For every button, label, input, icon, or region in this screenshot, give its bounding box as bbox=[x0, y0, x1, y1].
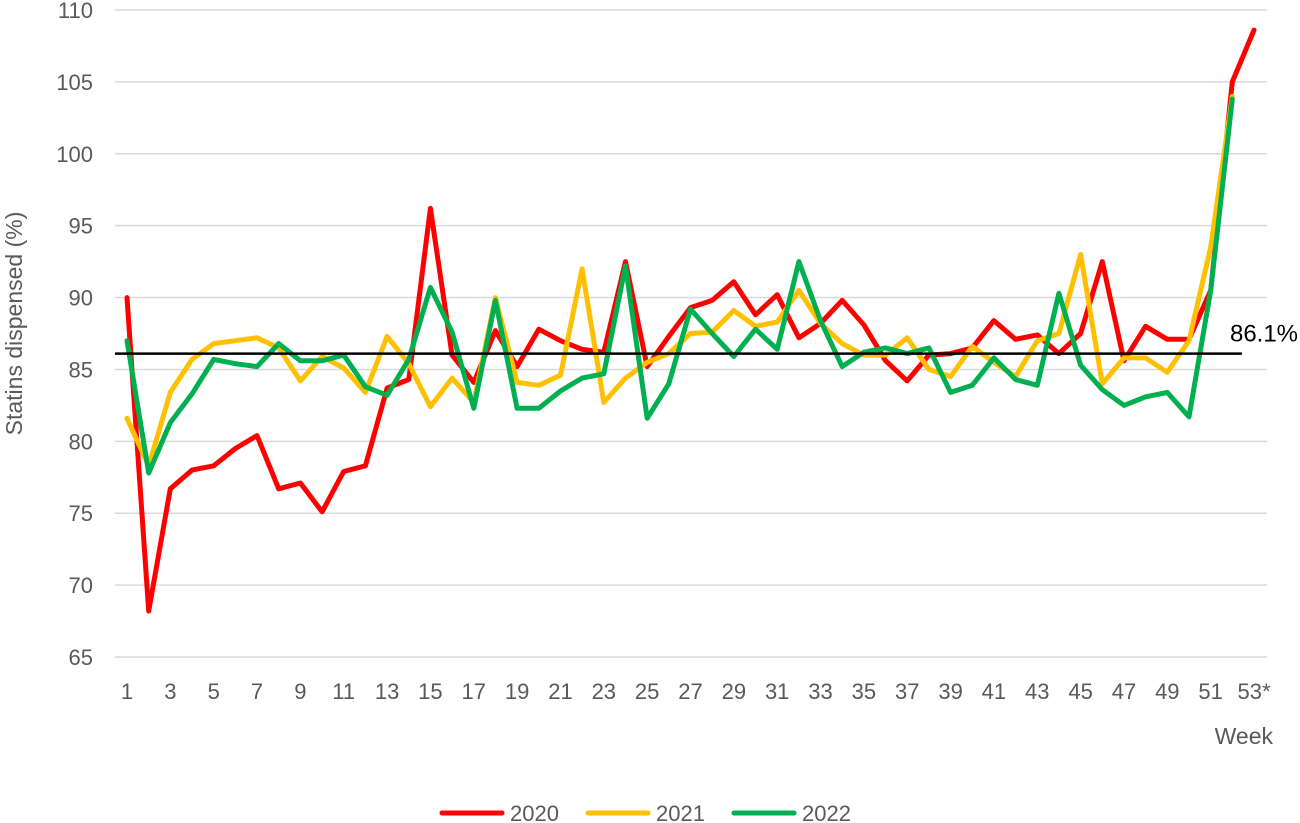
legend-label-2020: 2020 bbox=[510, 801, 559, 823]
reference-line-label: 86.1% bbox=[1230, 321, 1298, 348]
x-axis-title: Week bbox=[1215, 723, 1274, 749]
x-tick-label: 39 bbox=[938, 679, 962, 704]
legend-label-2021: 2021 bbox=[656, 801, 705, 823]
series-line-2020 bbox=[124, 27, 1257, 614]
x-tick-label: 17 bbox=[462, 679, 486, 704]
x-tick-label: 29 bbox=[722, 679, 746, 704]
x-tick-label: 43 bbox=[1025, 679, 1049, 704]
x-tick-label: 51 bbox=[1198, 679, 1222, 704]
y-tick-label: 105 bbox=[56, 70, 93, 95]
y-axis-ticks: 65 70 75 80 85 90 95 100 105 110 bbox=[56, 0, 93, 670]
x-tick-label: 15 bbox=[418, 679, 442, 704]
y-tick-label: 90 bbox=[69, 286, 93, 311]
y-tick-label: 100 bbox=[56, 142, 93, 167]
x-tick-label: 7 bbox=[251, 679, 263, 704]
y-tick-label: 95 bbox=[69, 214, 93, 239]
legend: 2020 2021 2022 bbox=[439, 801, 851, 823]
x-tick-label: 13 bbox=[375, 679, 399, 704]
x-tick-label: 19 bbox=[505, 679, 529, 704]
y-tick-label: 75 bbox=[69, 501, 93, 526]
y-tick-label: 70 bbox=[69, 573, 93, 598]
x-tick-label: 5 bbox=[208, 679, 220, 704]
series-line-2021 bbox=[124, 93, 1235, 469]
y-tick-label: 110 bbox=[58, 0, 93, 23]
series-line-2022 bbox=[124, 96, 1235, 476]
x-tick-label: 49 bbox=[1155, 679, 1179, 704]
x-tick-label: 1 bbox=[121, 679, 133, 704]
x-tick-label: 33 bbox=[808, 679, 832, 704]
x-axis-ticks: 1 3 5 7 9 11 13 15 17 19 21 23 25 27 29 31 33 35 37 39 41 43 4… bbox=[121, 679, 1271, 704]
y-tick-label: 80 bbox=[69, 429, 93, 454]
x-tick-label: 27 bbox=[678, 679, 702, 704]
y-axis-title: Statins dispensed (%) bbox=[1, 212, 27, 436]
y-tick-label: 85 bbox=[69, 357, 93, 382]
x-tick-label: 9 bbox=[294, 679, 306, 704]
x-tick-label: 21 bbox=[548, 679, 572, 704]
series-lines bbox=[124, 27, 1257, 614]
x-tick-label: 45 bbox=[1068, 679, 1092, 704]
x-tick-label: 47 bbox=[1112, 679, 1136, 704]
legend-label-2022: 2022 bbox=[802, 801, 851, 823]
x-tick-label: 31 bbox=[765, 679, 789, 704]
x-tick-label: 25 bbox=[635, 679, 659, 704]
x-tick-label: 37 bbox=[895, 679, 919, 704]
x-tick-label: 41 bbox=[982, 679, 1006, 704]
x-tick-label: 35 bbox=[852, 679, 876, 704]
gridlines bbox=[115, 9, 1267, 658]
y-tick-label: 65 bbox=[69, 645, 93, 670]
x-tick-label: 3 bbox=[164, 679, 176, 704]
x-tick-label: 11 bbox=[332, 679, 355, 704]
x-tick-label: 53* bbox=[1237, 679, 1270, 704]
x-tick-label: 23 bbox=[592, 679, 616, 704]
